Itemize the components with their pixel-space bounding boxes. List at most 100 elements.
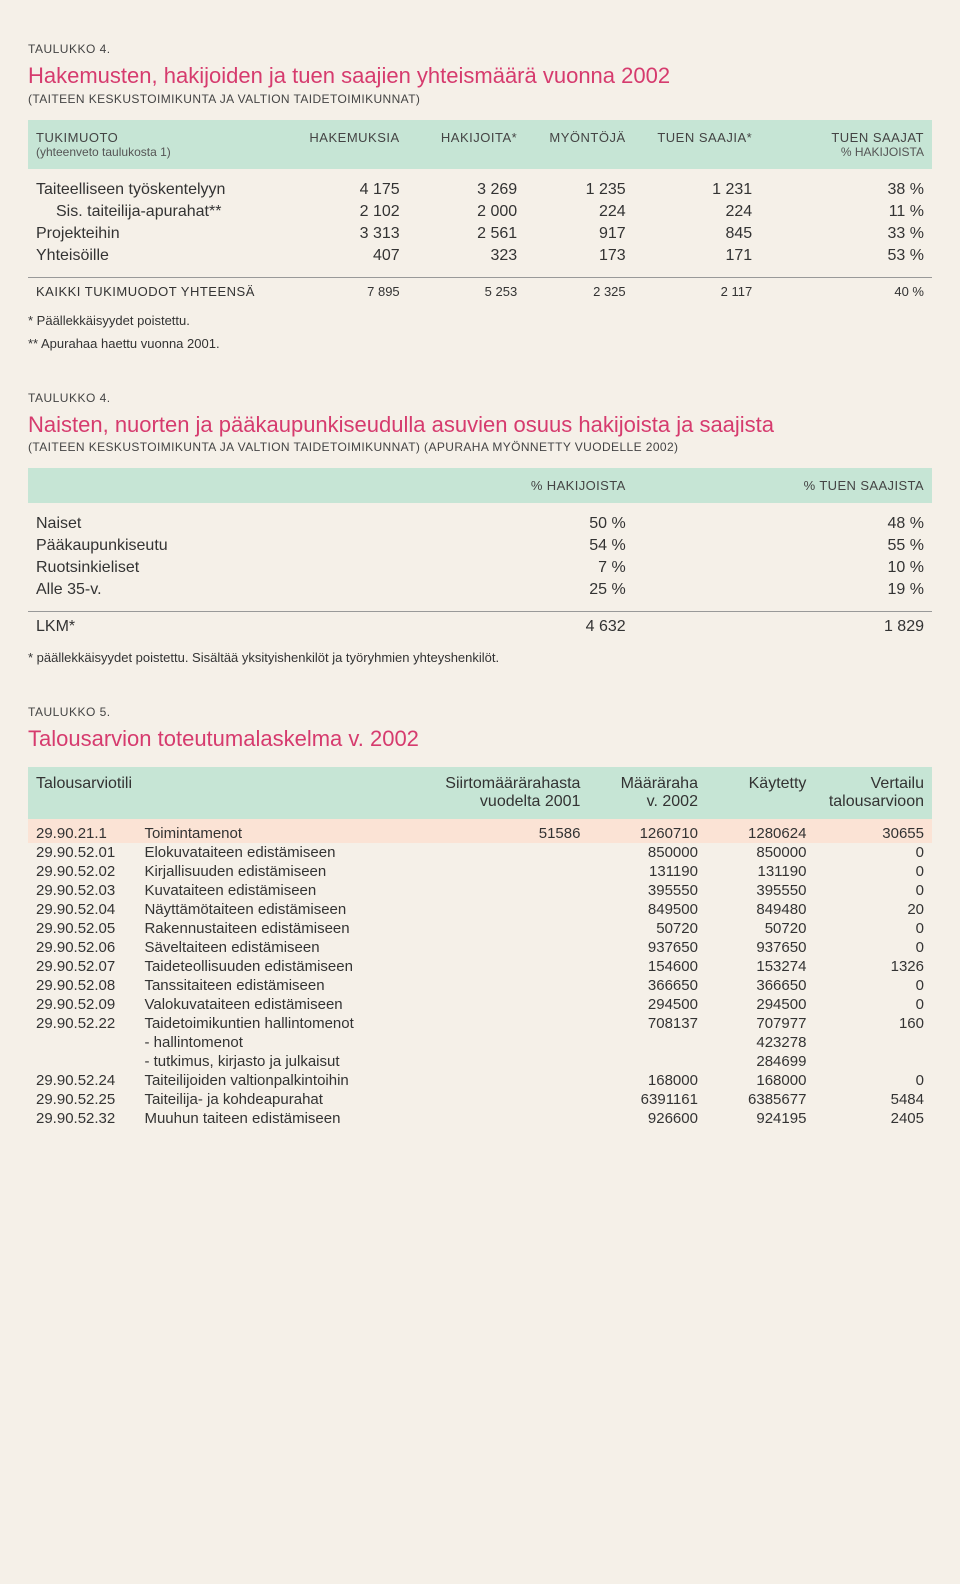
cell: 40 % [760,277,932,305]
table-row: Ruotsinkieliset7 %10 % [28,557,932,579]
cell: 10 % [634,557,932,579]
cell: 1 829 [634,612,932,643]
cell: 224 [634,201,761,223]
cell: 2 102 [299,201,407,223]
cell: 926600 [588,1109,706,1128]
cell [435,1071,589,1090]
cell: 850000 [706,843,814,862]
row-label: Näyttämötaiteen edistämiseen [136,900,434,919]
cell: 11 % [760,201,932,223]
row-code: 29.90.52.02 [28,862,136,881]
t1-head-col4: TUEN SAAJIA* [634,120,761,169]
cell: 153274 [706,957,814,976]
table2-footnote: * päällekkäisyydet poistettu. Sisältää y… [28,650,932,665]
table-row: 29.90.52.05Rakennustaiteen edistämiseen5… [28,919,932,938]
table-row: 29.90.52.04Näyttämötaiteen edistämiseen 8… [28,900,932,919]
t3-head-col4: Vertailu talousarvioon [814,767,932,819]
cell: 224 [525,201,633,223]
cell: 1 231 [634,169,761,201]
table3-caption: TAULUKKO 5. [28,705,932,719]
cell: 407 [299,245,407,278]
cell: 5484 [814,1090,932,1109]
row-label: Muuhun taiteen edistämiseen [136,1109,434,1128]
cell: 1 235 [525,169,633,201]
row-label: Sis. taiteilija-apurahat** [28,201,299,223]
table-row: 29.90.52.06Säveltaiteen edistämiseen9376… [28,938,932,957]
cell: 0 [814,995,932,1014]
cell: 7 895 [299,277,407,305]
cell: 937650 [588,938,706,957]
table-total-row: LKM*4 6321 829 [28,612,932,643]
table-total-row: KAIKKI TUKIMUODOT YHTEENSÄ7 8955 2532 32… [28,277,932,305]
table-row: Taiteelliseen työskentelyyn4 1753 2691 2… [28,169,932,201]
cell: 284699 [706,1052,814,1071]
cell: 294500 [588,995,706,1014]
row-code [28,1052,136,1071]
t1-head-col5-top: TUEN SAAJAT [768,130,924,145]
t3-head-col4-top: Vertailu [822,775,924,793]
row-code: 29.90.52.04 [28,900,136,919]
cell: 924195 [706,1109,814,1128]
cell: 850000 [588,843,706,862]
cell: 30655 [814,819,932,843]
cell: 168000 [588,1071,706,1090]
row-label: Kirjallisuuden edistämiseen [136,862,434,881]
cell: 19 % [634,579,932,612]
table-row: 29.90.52.02Kirjallisuuden edistämiseen 13… [28,862,932,881]
row-label: Projekteihin [28,223,299,245]
cell: 2 000 [408,201,526,223]
cell: 54 % [335,535,633,557]
cell: 6391161 [588,1090,706,1109]
cell: 1280624 [706,819,814,843]
cell [814,1052,932,1071]
table2-caption: TAULUKKO 4. [28,391,932,405]
row-code: 29.90.52.24 [28,1071,136,1090]
cell: 131190 [588,862,706,881]
table-row: 29.90.52.03Kuvataiteen edistämiseen39555… [28,881,932,900]
cell: 4 175 [299,169,407,201]
cell: 2405 [814,1109,932,1128]
cell: 366650 [706,976,814,995]
cell [435,1090,589,1109]
t1-head-col0-top: TUKIMUOTO [36,130,291,145]
row-code: 29.90.52.32 [28,1109,136,1128]
cell: 55 % [634,535,932,557]
t2-head-empty [28,468,335,503]
row-code: 29.90.21.1 [28,819,136,843]
cell: 0 [814,976,932,995]
row-label: Taideteollisuuden edistämiseen [136,957,434,976]
table-row: Projekteihin3 3132 56191784533 % [28,223,932,245]
t3-head-col0: Talousarviotili [28,767,435,819]
cell: 917 [525,223,633,245]
cell: 25 % [335,579,633,612]
cell [435,976,589,995]
cell [435,1109,589,1128]
cell: 0 [814,919,932,938]
row-label: Valokuvataiteen edistämiseen [136,995,434,1014]
row-label: - hallintomenot [136,1033,434,1052]
cell: 4 632 [335,612,633,643]
table3: Talousarviotili Siirtomäärärahasta vuode… [28,767,932,1128]
table-row: - hallintomenot423278 [28,1033,932,1052]
row-code: 29.90.52.08 [28,976,136,995]
cell: 2 325 [525,277,633,305]
table-row: Pääkaupunkiseutu54 %55 % [28,535,932,557]
row-code: 29.90.52.25 [28,1090,136,1109]
t2-head-col1: % HAKIJOISTA [335,468,633,503]
cell: 0 [814,843,932,862]
cell: 294500 [706,995,814,1014]
row-label: Rakennustaiteen edistämiseen [136,919,434,938]
cell [814,1033,932,1052]
cell: 849480 [706,900,814,919]
table1-footnote1: * Päällekkäisyydet poistettu. [28,313,932,328]
row-label: Yhteisöille [28,245,299,278]
cell: 7 % [335,557,633,579]
row-code: 29.90.52.06 [28,938,136,957]
row-code: 29.90.52.09 [28,995,136,1014]
cell: 50720 [706,919,814,938]
row-code: 29.90.52.07 [28,957,136,976]
table-row: Naiset50 %48 % [28,503,932,535]
table2-title: Naisten, nuorten ja pääkaupunkiseudulla … [28,411,932,439]
t2-head-col2: % TUEN SAAJISTA [634,468,932,503]
cell [435,938,589,957]
